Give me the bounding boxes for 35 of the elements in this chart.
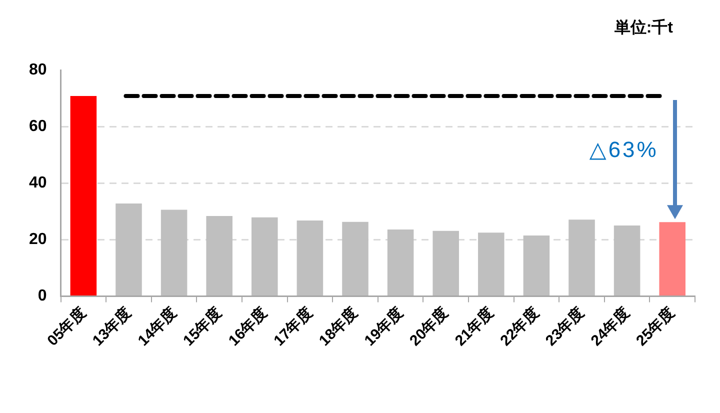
x-tick-label: 25年度 [632,304,678,350]
bar [296,220,324,296]
bar [342,222,368,296]
x-tick-label: 16年度 [224,304,270,350]
x-tick-label: 19年度 [360,304,406,350]
bar [206,216,232,296]
x-tick-label: 13年度 [88,304,135,350]
bar [614,226,640,296]
x-tick-label: 23年度 [542,304,588,350]
x-tick-label: 17年度 [270,304,316,350]
y-tick-label: 60 [29,118,47,135]
x-tick-label: 18年度 [315,304,362,350]
bar [252,217,278,296]
bar [478,232,504,296]
x-tick-label: 20年度 [406,304,452,350]
y-tick-label: 20 [29,231,47,248]
x-tick-label: 05年度 [43,304,90,350]
bar [568,220,595,296]
text: 単位:千t [613,18,674,36]
x-tick-label: 21年度 [451,304,497,350]
bar [70,96,97,296]
bar [387,230,414,296]
bar [160,210,188,296]
y-tick-label: 80 [29,61,47,78]
bar [116,203,142,296]
y-tick-label: 40 [29,174,47,192]
annotation: △63% [589,137,658,162]
x-tick-label: 22年度 [496,304,542,350]
bar [659,222,686,296]
x-tick-label: 24年度 [587,304,633,350]
x-tick-label: 15年度 [179,304,226,350]
bar [523,235,550,296]
x-tick-label: 14年度 [134,304,180,350]
bar [432,230,459,296]
y-tick-label: 0 [38,288,47,305]
